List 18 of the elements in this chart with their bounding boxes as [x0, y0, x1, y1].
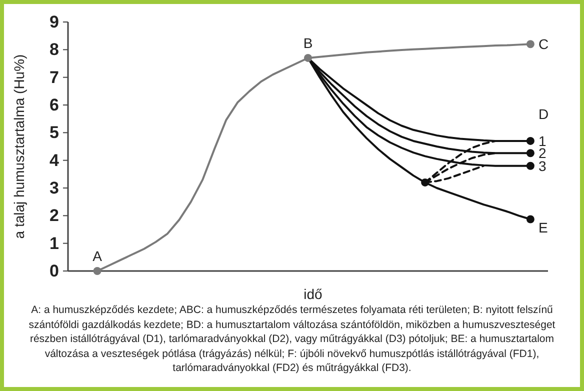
- y-tick-label: 0: [50, 262, 59, 280]
- y-tick-label: 3: [50, 178, 59, 198]
- annotation: D: [538, 106, 549, 122]
- y-tick-label: 9: [50, 12, 59, 32]
- x-axis-title: idő: [304, 286, 323, 302]
- y-tick-label: 5: [50, 123, 59, 142]
- y-tick-label: 7: [50, 68, 59, 87]
- annotation: A: [92, 248, 103, 264]
- y-tick-label: 2: [50, 206, 59, 226]
- y-tick-label: 6: [50, 96, 59, 114]
- text: A: a humuszképződés kezdete; ABC: a humuszképződés természetes folyamata réti területen; B: nyitott felszínű szántóföldi gazdálkodás kezdete; BD: a humusztartalom változása szántóföldön, miközben a humuszveszteséget részben istállótrágyával (D1), tarlómaradványokkal (D2), vagy műtrágyákkal (D3) pótoljuk; BE: a humusztartalom változása a veszteségek pótlása (trágyázás) nélkül; F: újbóli növekvő humuszpótlás istállótrágyával (FD1), tarlómaradványokkal (FD2) és műtrágyákkal (FD3).: [28, 303, 556, 376]
- y-tick-label: 8: [50, 40, 59, 60]
- annotation: B: [303, 34, 313, 51]
- series-label: E: [538, 219, 548, 236]
- y-tick-label: 4: [50, 150, 60, 170]
- y-tick-label: 1: [50, 234, 59, 253]
- y-axis-title: a talaj humusztartalma (Hu%): [11, 54, 27, 239]
- series-label: C: [538, 36, 549, 52]
